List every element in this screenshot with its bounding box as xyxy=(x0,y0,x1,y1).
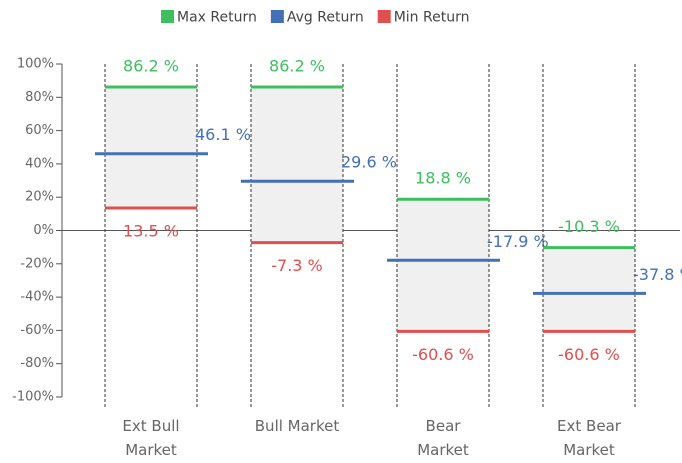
legend-swatch xyxy=(161,10,174,23)
legend-label: Avg Return xyxy=(287,10,364,26)
range-box xyxy=(105,86,197,209)
avg-label: 29.6 % xyxy=(341,153,397,172)
max-label: -10.3 % xyxy=(558,217,620,236)
legend-swatch xyxy=(377,10,391,23)
y-tick-label: 20% xyxy=(25,190,54,205)
y-tick-label: -80% xyxy=(20,356,54,371)
legend-swatch xyxy=(270,10,284,23)
y-tick-label: -40% xyxy=(20,290,54,305)
legend-label: Min Return xyxy=(394,10,470,26)
avg-label: 46.1 % xyxy=(195,125,251,144)
y-tick-label: 40% xyxy=(25,156,54,171)
legend-label: Max Return xyxy=(177,10,257,26)
y-tick-label: 0% xyxy=(33,223,54,238)
y-tick-label: 100% xyxy=(17,57,54,72)
y-tick-label: -100% xyxy=(12,390,54,405)
x-tick-label: Bull Market xyxy=(254,417,340,435)
min-label: -7.3 % xyxy=(271,256,323,275)
min-label: 13.5 % xyxy=(123,222,179,241)
y-tick-label: -20% xyxy=(20,256,54,271)
y-tick-label: 60% xyxy=(25,123,54,138)
range-box xyxy=(543,247,635,332)
range-box xyxy=(251,86,343,243)
avg-label: -37.8 % xyxy=(633,265,682,284)
x-tick-label: Ext Bull Market xyxy=(122,417,180,459)
max-label: 86.2 % xyxy=(269,56,325,75)
min-label: -60.6 % xyxy=(558,345,620,364)
x-tick-label: Bear Market xyxy=(417,417,469,459)
avg-label: -17.9 % xyxy=(487,232,549,251)
x-tick-label: Ext Bear Market xyxy=(557,417,621,459)
y-tick-label: -60% xyxy=(20,323,54,338)
range-box xyxy=(397,199,489,332)
min-label: -60.6 % xyxy=(412,345,474,364)
y-tick-label: 80% xyxy=(25,90,54,105)
max-label: 86.2 % xyxy=(123,56,179,75)
max-label: 18.8 % xyxy=(415,169,471,188)
